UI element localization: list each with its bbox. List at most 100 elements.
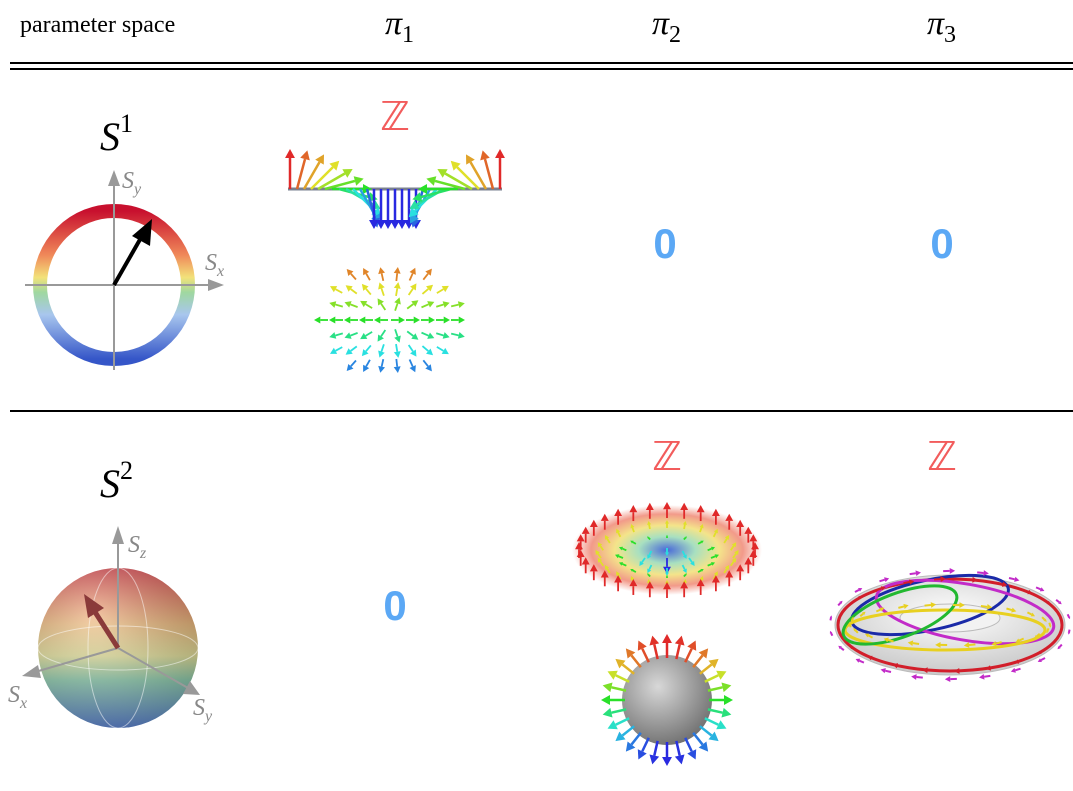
arrow-shaft [350,273,357,281]
arrow-shaft [421,288,429,295]
index: y [203,708,213,725]
axis-head [108,170,120,186]
arrow-shaft [406,330,414,337]
arrow-head [721,707,732,718]
field-line [843,608,1047,652]
arrow-head [1060,627,1064,630]
arrow-head [908,579,915,585]
arrow-shaft [621,563,627,567]
arrow-head [696,505,705,513]
arrow-shaft [648,564,653,570]
arrow-head [393,366,401,373]
arrow-head [836,620,840,623]
arrow-shaft [1041,616,1046,621]
arrow-head [397,220,407,229]
arrow-head [682,554,687,559]
index: y [132,181,142,198]
arrow-head [411,300,419,307]
arrow-head [922,667,928,674]
arrow-head [725,513,734,521]
arrow-head [443,316,450,324]
arrow-shaft [395,343,399,352]
arrow-shaft [395,273,399,282]
arrow-head [597,542,603,548]
arrow-head [639,560,644,566]
symbol: S [122,168,134,194]
arrow-shaft [1006,607,1013,612]
arrow-shaft [350,345,358,352]
symbol: S [205,250,217,276]
arrow-head [829,630,833,634]
arrow-head [329,332,337,339]
arrow-shaft [707,708,723,714]
power: 1 [120,109,133,138]
arrow-head [604,535,610,540]
arrow-head [979,673,985,680]
arrow-head [1067,616,1071,620]
arrow-shaft [916,675,923,679]
arrow-shaft [611,708,627,714]
arrow-head [615,554,620,559]
arrow-head [972,576,978,583]
group-value: 0 [930,220,953,267]
arrow-head [329,347,338,354]
arrow-head [708,658,719,669]
arrow-head [615,658,626,669]
arrow-shaft [710,555,716,559]
arrow-head [427,301,435,308]
row-label: S2 [100,456,133,506]
arrow-head [907,640,914,646]
arrow-shaft [621,663,635,675]
arrow-head [674,635,685,646]
arrow-shaft [879,578,886,583]
arrow-shaft [980,604,988,608]
arrow-head [344,332,352,339]
arrow-head [700,540,704,544]
arrow-head [940,576,946,583]
arrow-head [604,565,610,570]
arrow-head [867,655,873,661]
arrow-shaft [1055,599,1060,604]
index: 1 [402,22,414,48]
arrow-head [839,633,842,637]
arrow-head [645,502,654,510]
arrow-shaft [380,303,387,311]
arrow-head [427,332,435,339]
arrow-head [884,577,890,583]
arrow-head [862,611,866,616]
arrow-head [376,220,386,229]
arrow-shaft [380,358,385,367]
arrow-head [1014,576,1020,582]
arrow-head [684,536,687,539]
arrow-head [457,332,465,339]
arrow-shaft [712,531,717,538]
arrow-shaft [1018,658,1024,663]
index: x [216,263,224,280]
arrow-head [360,332,368,340]
arrow-head [647,521,652,525]
arrow-shaft [380,273,385,282]
arrow-head [426,176,437,186]
arrow-shaft [395,288,399,297]
arrow-head [649,754,660,765]
index: x [19,695,27,712]
index: z [139,545,147,562]
arrow-head [441,347,449,355]
arrow-head [346,269,354,277]
arrow-head [858,595,863,600]
arrow-head [1010,667,1016,673]
symbol: π [927,5,945,42]
arrow-shaft [615,674,630,683]
arrow-head [674,754,685,765]
arrow-head [374,316,381,324]
arrow-head [450,160,461,171]
arrow-head [344,316,351,324]
arrow-shaft [692,732,704,746]
arrow-head [855,658,861,663]
arrow-shaft [436,288,444,294]
arrow-head [903,603,909,609]
arrow-shaft [335,332,344,337]
arrow-head [682,521,687,525]
arrow-head [710,546,716,551]
arrow-shaft [380,329,387,337]
